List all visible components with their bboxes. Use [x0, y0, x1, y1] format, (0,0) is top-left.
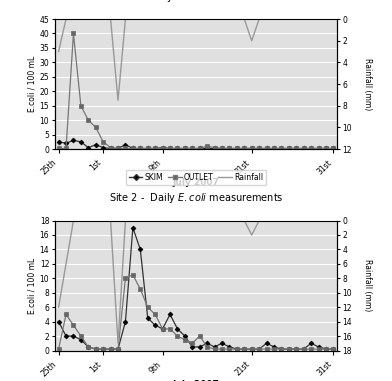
Y-axis label: E.coli / 100 mL: E.coli / 100 mL — [28, 258, 37, 314]
X-axis label: July 2007: July 2007 — [172, 178, 220, 187]
Title: Site 2 -  Daily $\it{E.coli}$ measurements: Site 2 - Daily $\it{E.coli}$ measurement… — [109, 191, 283, 205]
Y-axis label: Rainfall (mm): Rainfall (mm) — [363, 259, 372, 312]
Y-axis label: Rainfall (mm): Rainfall (mm) — [363, 58, 372, 110]
Y-axis label: E.coli / 100 mL: E.coli / 100 mL — [28, 56, 37, 112]
X-axis label: July 2007: July 2007 — [172, 380, 220, 381]
Legend: SKIM, OUTLET, Rainfall: SKIM, OUTLET, Rainfall — [125, 170, 267, 185]
Title: Site 1 - Daily $\it{E.coli}$ measurements: Site 1 - Daily $\it{E.coli}$ measurement… — [110, 0, 282, 3]
